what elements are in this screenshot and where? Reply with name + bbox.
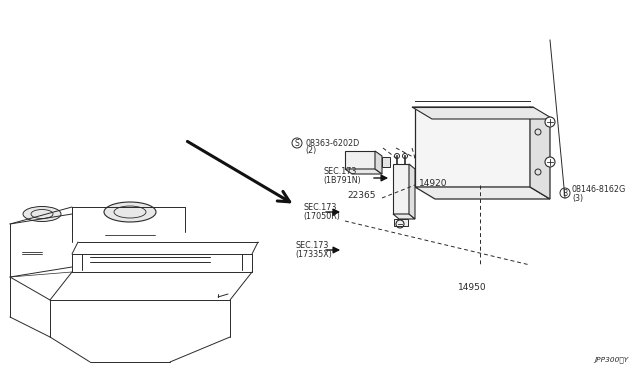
Text: 14920: 14920 [419, 179, 447, 187]
Bar [394, 219, 408, 226]
Text: (2): (2) [305, 145, 316, 154]
Bar [393, 164, 409, 214]
Text: 14950: 14950 [458, 282, 486, 292]
Bar [345, 151, 375, 169]
Polygon shape [409, 164, 415, 219]
Text: S: S [294, 138, 300, 148]
Text: SEC.173: SEC.173 [303, 202, 337, 212]
Text: 22365: 22365 [347, 190, 376, 199]
Polygon shape [412, 107, 553, 119]
Text: 08146-8162G: 08146-8162G [572, 186, 627, 195]
Circle shape [545, 117, 555, 127]
Text: (1B791N): (1B791N) [323, 176, 361, 186]
Polygon shape [375, 151, 382, 174]
Circle shape [545, 157, 555, 167]
Text: SEC.173: SEC.173 [295, 241, 328, 250]
Text: SEC.173: SEC.173 [323, 167, 356, 176]
Text: 08363-6202D: 08363-6202D [305, 138, 359, 148]
Polygon shape [530, 107, 550, 199]
Text: (3): (3) [572, 193, 583, 202]
Ellipse shape [23, 206, 61, 221]
Text: B: B [563, 189, 568, 198]
Text: JPP300〈Y: JPP300〈Y [594, 357, 628, 363]
Polygon shape [415, 187, 550, 199]
Text: (17335X): (17335X) [295, 250, 332, 259]
Polygon shape [345, 169, 382, 174]
Text: (17050R): (17050R) [303, 212, 340, 221]
Bar [382, 157, 390, 167]
Polygon shape [415, 107, 530, 187]
Polygon shape [393, 214, 415, 219]
Ellipse shape [104, 202, 156, 222]
